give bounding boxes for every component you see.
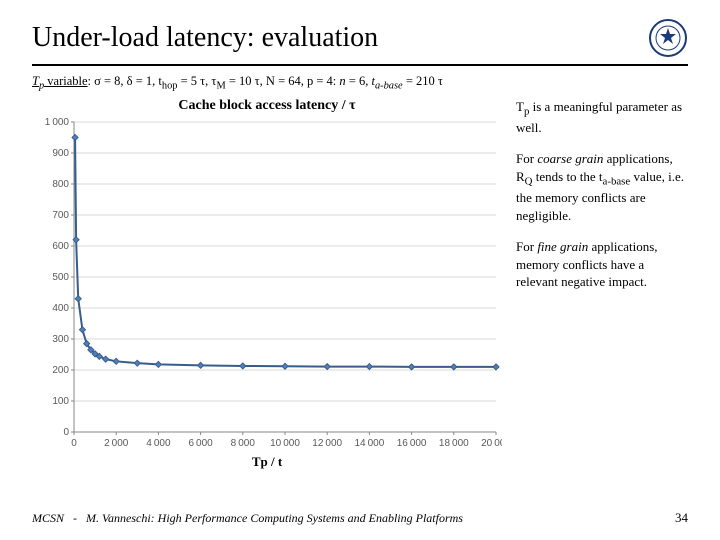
note-fine: For fine grain applications, memory conf… [516, 238, 688, 291]
svg-text:1 000: 1 000 [45, 117, 70, 128]
footer-left: MCSN [32, 511, 64, 525]
svg-text:14 000: 14 000 [354, 438, 384, 449]
chart-title: Cache block access latency / τ [32, 98, 502, 114]
svg-text:600: 600 [52, 241, 69, 252]
svg-text:800: 800 [52, 179, 69, 190]
svg-text:300: 300 [52, 334, 69, 345]
svg-text:4 000: 4 000 [146, 438, 171, 449]
svg-text:2 000: 2 000 [104, 438, 129, 449]
svg-text:20 000: 20 000 [481, 438, 502, 449]
note-coarse: For coarse grain applications, RQ tends … [516, 150, 688, 224]
svg-text:400: 400 [52, 303, 69, 314]
svg-text:0: 0 [71, 438, 77, 449]
chart-area: Cache block access latency / τ 0 100 200 30… [32, 98, 502, 470]
chart-xlabel: Tp / t [32, 454, 502, 470]
svg-text:12 000: 12 000 [312, 438, 342, 449]
page-title: Under-load latency: evaluation [32, 22, 648, 54]
parameter-line: Tp variable: σ = 8, δ = 1, thop = 5 τ, τ… [32, 74, 688, 92]
note-tp: Tp is a meaningful parameter as well. [516, 98, 688, 137]
latency-chart: 0 100 200 300 400 500 600 700 800 900 1 000 0 2 000 4… [32, 116, 502, 456]
svg-text:10 000: 10 000 [270, 438, 300, 449]
svg-text:900: 900 [52, 148, 69, 159]
svg-text:500: 500 [52, 272, 69, 283]
svg-text:6 000: 6 000 [188, 438, 213, 449]
content-row: Cache block access latency / τ 0 100 200 30… [32, 98, 688, 470]
slide: Under-load latency: evaluation Tp variab… [0, 0, 720, 540]
svg-text:8 000: 8 000 [231, 438, 256, 449]
footer: MCSN - M. Vanneschi: High Performance Co… [32, 511, 463, 526]
annotation-column: Tp is a meaningful parameter as well. Fo… [502, 98, 688, 470]
footer-sep: - [73, 511, 77, 525]
footer-right: M. Vanneschi: High Performance Computing… [86, 511, 463, 525]
svg-text:16 000: 16 000 [397, 438, 427, 449]
svg-text:0: 0 [63, 427, 69, 438]
svg-text:200: 200 [52, 365, 69, 376]
uni-seal-icon [648, 18, 688, 58]
svg-text:700: 700 [52, 210, 69, 221]
page-number: 34 [675, 510, 688, 526]
svg-text:18 000: 18 000 [439, 438, 469, 449]
title-row: Under-load latency: evaluation [32, 18, 688, 66]
svg-text:100: 100 [52, 396, 69, 407]
